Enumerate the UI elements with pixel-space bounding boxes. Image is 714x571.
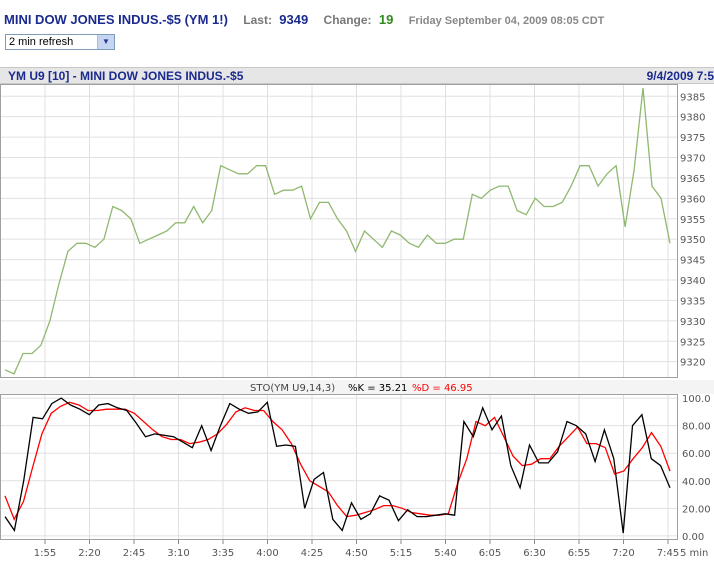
price-y-tick-label: 9330	[680, 317, 705, 328]
price-line	[4, 88, 671, 375]
stochastic-series	[4, 397, 671, 534]
indicator-d-text: %D = 46.95	[412, 383, 473, 394]
stochastic-y-tick-label: 60.00	[682, 449, 711, 460]
price-y-tick-label: 9355	[680, 215, 705, 226]
x-tick-label: 6:55	[568, 548, 590, 559]
stochastic-y-tick-label: 80.00	[682, 422, 711, 433]
price-y-tick-label: 9370	[680, 154, 705, 165]
time-x-axis: 1:55 2:20 2:45 3:10 3:35 4:00 4:25 4:50 5:15 5:40…	[34, 540, 679, 559]
price-y-tick-label: 9380	[680, 113, 705, 124]
chevron-down-icon[interactable]: ▼	[97, 35, 114, 49]
price-y-tick-label: 9335	[680, 296, 705, 307]
quote-datetime: Friday September 04, 2009 08:05 CDT	[408, 15, 605, 27]
last-label: Last:	[243, 13, 272, 27]
price-y-tick-label: 9360	[680, 194, 705, 205]
x-tick-label: 5:15	[390, 548, 412, 559]
chart-title-bar: YM U9 [10] - MINI DOW JONES INDUS.-$5 9/…	[0, 67, 714, 84]
price-series	[4, 88, 671, 375]
price-y-tick-label: 9375	[680, 133, 705, 144]
indicator-label-bar	[0, 380, 714, 394]
x-tick-label: 1:55	[34, 548, 56, 559]
x-tick-label: 2:20	[78, 548, 100, 559]
stochastic-y-tick-label: 40.00	[682, 477, 711, 488]
stochastic-k-line	[4, 397, 671, 534]
last-value: 9349	[279, 12, 309, 27]
x-tick-label: 4:00	[256, 548, 278, 559]
change-value: 19	[378, 12, 394, 27]
price-y-tick-label: 9365	[680, 174, 705, 185]
indicator-label: STO(YM U9,14,3)	[250, 383, 335, 394]
price-panel-frame	[0, 84, 678, 378]
x-tick-label: 6:05	[479, 548, 501, 559]
price-y-tick-label: 9345	[680, 256, 705, 267]
price-grid	[1, 84, 677, 378]
stochastic-y-axis: 0.00 20.00 40.00 60.00 80.00 100.0	[682, 394, 711, 543]
x-tick-label: 4:25	[301, 548, 323, 559]
price-y-tick-label: 9385	[680, 92, 705, 103]
refresh-select[interactable]: 2 min refresh ▼	[5, 34, 115, 50]
change-label: Change:	[323, 13, 372, 27]
stochastic-d-line	[4, 401, 671, 521]
x-tick-label: 6:30	[523, 548, 545, 559]
x-tick-label: 4:50	[345, 548, 367, 559]
price-y-tick-label: 9320	[680, 358, 705, 369]
chart-date: 9/4/2009 7:5	[646, 69, 714, 83]
stochastic-panel-frame	[0, 394, 678, 540]
price-y-tick-label: 9325	[680, 337, 705, 348]
stochastic-y-tick-label: 100.0	[682, 394, 711, 405]
x-tick-label: 3:35	[212, 548, 234, 559]
x-tick-label: 7:45	[657, 548, 679, 559]
x-tick-label: 2:45	[123, 548, 145, 559]
stochastic-y-tick-label: 20.00	[682, 504, 711, 515]
price-y-tick-label: 9340	[680, 276, 705, 287]
x-tick-label: 3:10	[167, 548, 189, 559]
indicator-k-text: %K = 35.21	[348, 383, 407, 394]
price-y-tick-label: 9350	[680, 235, 705, 246]
stochastic-grid	[1, 394, 677, 540]
symbol-name: MINI DOW JONES INDUS.-$5 (YM 1!)	[4, 12, 228, 27]
price-y-axis: 9320 9325 9330 9335 9340 9345 9350 9355 9360 9365…	[680, 92, 705, 368]
x-tick-label: 7:20	[612, 548, 634, 559]
stochastic-y-tick-label: 0.00	[682, 532, 704, 543]
refresh-select-value: 2 min refresh	[9, 36, 74, 48]
quote-header: MINI DOW JONES INDUS.-$5 (YM 1!) Last: 9…	[4, 12, 604, 32]
x-unit-label: 5 min	[680, 548, 708, 559]
x-tick-label: 5:40	[434, 548, 456, 559]
chart-title: YM U9 [10] - MINI DOW JONES INDUS.-$5	[8, 69, 244, 83]
